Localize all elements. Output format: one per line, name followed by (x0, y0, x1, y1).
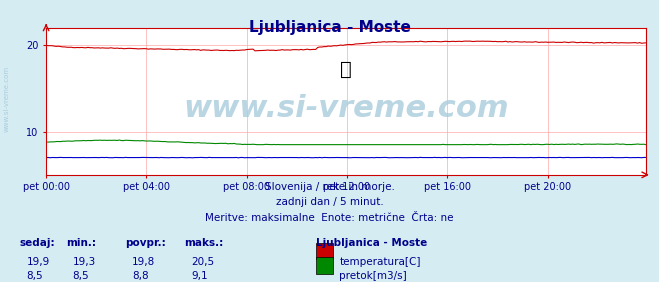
Text: 19,3: 19,3 (72, 257, 96, 266)
Text: min.:: min.: (66, 238, 96, 248)
Text: 8,5: 8,5 (72, 271, 89, 281)
Text: maks.:: maks.: (185, 238, 224, 248)
Text: 8,8: 8,8 (132, 271, 148, 281)
Text: 19,8: 19,8 (132, 257, 155, 266)
Text: Meritve: maksimalne  Enote: metrične  Črta: ne: Meritve: maksimalne Enote: metrične Črta… (205, 213, 454, 223)
Text: 8,5: 8,5 (26, 271, 43, 281)
Text: 9,1: 9,1 (191, 271, 208, 281)
Text: temperatura[C]: temperatura[C] (339, 257, 421, 266)
Text: sedaj:: sedaj: (20, 238, 55, 248)
Text: 🔷: 🔷 (340, 60, 352, 79)
Text: www.si-vreme.com: www.si-vreme.com (3, 66, 9, 132)
Text: 20,5: 20,5 (191, 257, 214, 266)
Text: 19,9: 19,9 (26, 257, 49, 266)
Text: Slovenija / reke in morje.: Slovenija / reke in morje. (264, 182, 395, 192)
Text: zadnji dan / 5 minut.: zadnji dan / 5 minut. (275, 197, 384, 207)
Text: pretok[m3/s]: pretok[m3/s] (339, 271, 407, 281)
Text: www.si-vreme.com: www.si-vreme.com (183, 94, 509, 123)
Text: Ljubljanica - Moste: Ljubljanica - Moste (316, 238, 428, 248)
Text: Ljubljanica - Moste: Ljubljanica - Moste (248, 20, 411, 35)
Text: povpr.:: povpr.: (125, 238, 166, 248)
